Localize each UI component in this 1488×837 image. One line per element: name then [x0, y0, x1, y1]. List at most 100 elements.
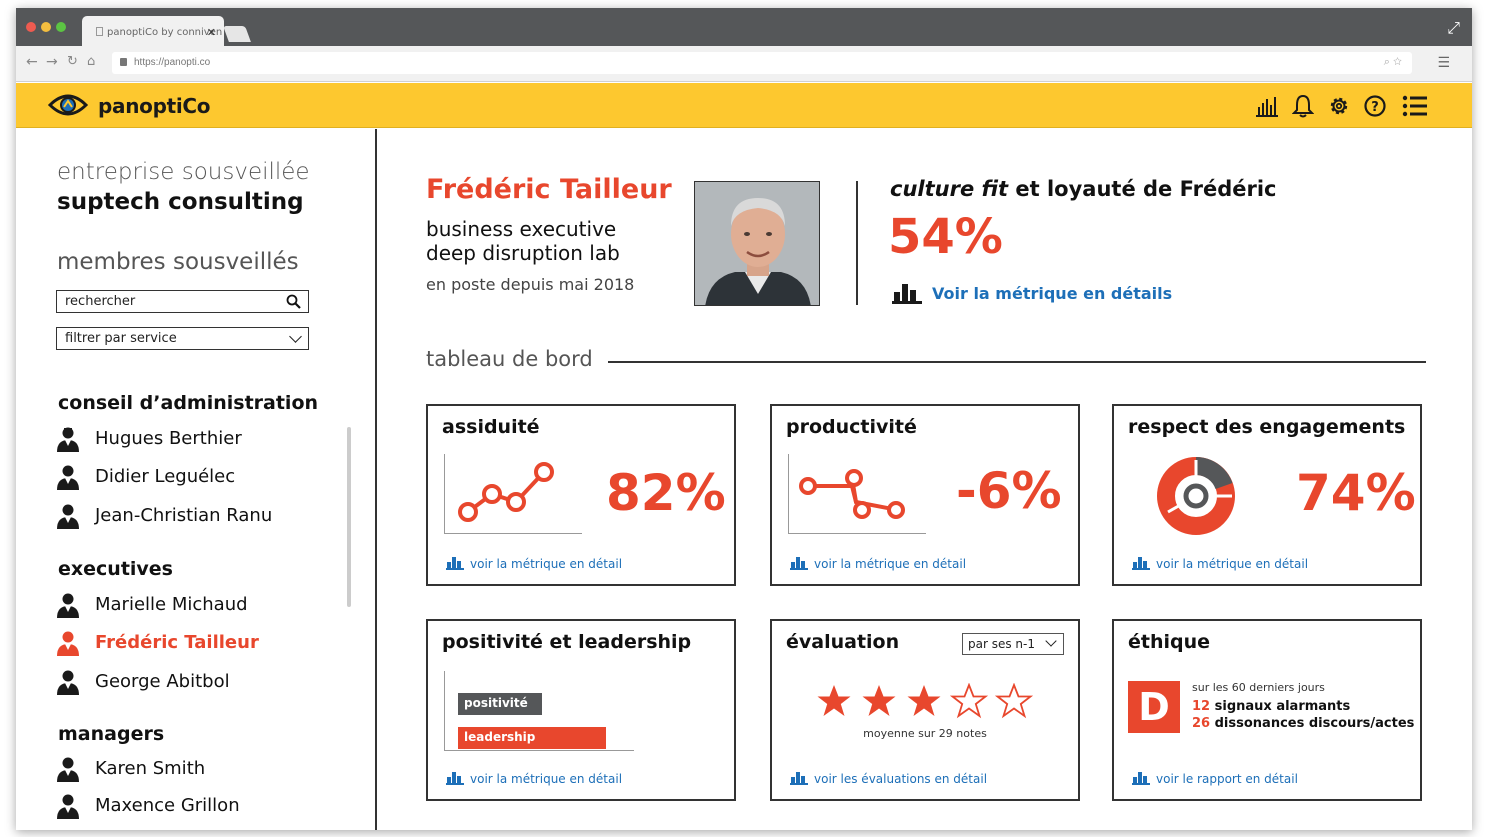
search-input[interactable]: rechercher — [56, 290, 309, 313]
profile-name: Frédéric Tailleur — [426, 174, 672, 205]
bar-chart-icon — [790, 557, 808, 570]
chart-axis — [444, 671, 634, 751]
eye-logo-icon — [48, 94, 88, 116]
person-icon — [57, 794, 79, 819]
profile-role: business executive — [426, 217, 617, 241]
metric-details-link[interactable]: voir la métrique en détail — [790, 556, 966, 573]
browser-menu-icon[interactable]: ☰ — [1437, 55, 1450, 71]
star-empty-icon — [949, 683, 989, 719]
main-content: Frédéric Tailleur business executive dee… — [378, 129, 1472, 830]
browser-tab[interactable]: panoptiCo by conniven ✕ — [82, 16, 224, 46]
app-header: panoptiCo ? — [16, 83, 1472, 128]
search-icon[interactable] — [286, 294, 301, 309]
metric-details-link[interactable]: voir la métrique en détail — [1132, 556, 1308, 573]
bar-chart-icon — [446, 557, 464, 570]
ethics-alarm-signals: 12 signaux alarmants — [1192, 699, 1351, 714]
svg-text:?: ? — [1371, 100, 1379, 115]
card-title: évaluation — [786, 631, 900, 653]
group-title-board: conseil d’administration — [58, 392, 319, 414]
help-icon[interactable]: ? — [1362, 93, 1388, 119]
minimize-window-dot[interactable] — [41, 22, 51, 32]
forward-icon[interactable]: → — [46, 54, 58, 70]
donut-chart-icon — [1157, 457, 1235, 535]
bar-chart-icon — [446, 772, 464, 785]
metric-details-link[interactable]: voir la métrique en détail — [446, 556, 622, 573]
browser-window: panoptiCo by conniven ✕ ⤢ ← → ↻ ⌂ https:… — [16, 8, 1472, 830]
member-name: Marielle Michaud — [95, 594, 248, 615]
person-icon — [57, 631, 79, 656]
dashboard-divider — [608, 361, 1426, 363]
member-name: Jean-Christian Ranu — [95, 505, 273, 526]
bookmark-star-icon[interactable]: ⌕ ☆ — [1383, 56, 1402, 68]
card-positivite-leadership: positivité et leadership positivité lead… — [426, 619, 736, 801]
card-ethique: éthique D sur les 60 derniers jours 12 s… — [1112, 619, 1422, 801]
person-icon — [57, 757, 79, 782]
gear-icon[interactable] — [1326, 93, 1352, 119]
culture-fit-title: culture fit et loyauté de Frédéric — [890, 177, 1277, 201]
line-chart-rising-icon — [458, 462, 554, 522]
list-menu-icon[interactable] — [1402, 93, 1428, 119]
profile-department: deep disruption lab — [426, 241, 620, 265]
card-title: respect des engagements — [1128, 416, 1406, 438]
member-name: Hugues Berthier — [95, 428, 242, 449]
profile-photo — [694, 181, 820, 306]
bar-positivite: positivité — [458, 693, 542, 715]
service-filter-select[interactable]: filtrer par service — [56, 327, 309, 350]
evaluation-subtitle: moyenne sur 29 notes — [863, 727, 987, 740]
fullscreen-icon[interactable]: ⤢ — [1447, 18, 1460, 37]
members-title: membres sousveillés — [57, 249, 299, 275]
bar-chart-icon[interactable] — [1254, 93, 1280, 119]
reload-icon[interactable]: ↻ — [67, 54, 78, 69]
card-title: productivité — [786, 416, 917, 438]
ethics-dissonances: 26 dissonances discours/actes — [1192, 716, 1415, 731]
browser-tabbar: panoptiCo by conniven ✕ ⤢ — [16, 8, 1472, 46]
culture-fit-details-link[interactable]: Voir la métrique en détails — [892, 282, 1172, 308]
brand-name[interactable]: panoptiCo — [98, 94, 211, 118]
evaluation-source-select[interactable]: par ses n-1 — [962, 633, 1064, 655]
url-text: https://panopti.co — [134, 57, 211, 68]
sidebar: entreprise sousveillée suptech consultin… — [16, 129, 377, 830]
card-title: éthique — [1128, 631, 1211, 653]
person-icon — [57, 670, 79, 695]
metric-value: 82% — [606, 464, 726, 522]
member-name: Karen Smith — [95, 758, 206, 779]
new-tab-button[interactable] — [223, 26, 251, 42]
maximize-window-dot[interactable] — [56, 22, 66, 32]
bar-leadership: leadership — [458, 727, 606, 749]
bell-icon[interactable] — [1290, 93, 1316, 119]
browser-toolbar: ← → ↻ ⌂ https://panopti.co ⌕ ☆ ☰ — [16, 46, 1472, 82]
metric-details-link[interactable]: voir la métrique en détail — [446, 771, 622, 788]
address-bar[interactable]: https://panopti.co ⌕ ☆ — [112, 52, 1412, 74]
document-icon — [96, 27, 103, 36]
card-title: assiduité — [442, 416, 540, 438]
ethics-grade-badge: D — [1128, 681, 1180, 733]
metric-value: -6% — [956, 462, 1062, 520]
vertical-divider — [856, 181, 858, 305]
close-tab-icon[interactable]: ✕ — [206, 26, 216, 39]
dashboard-title: tableau de bord — [426, 347, 593, 371]
star-filled-icon — [862, 685, 896, 716]
star-filled-icon — [907, 685, 941, 716]
home-icon[interactable]: ⌂ — [87, 54, 96, 69]
tab-title: panoptiCo by conniven — [107, 27, 223, 38]
evaluations-details-link[interactable]: voir les évaluations en détail — [790, 771, 987, 788]
card-assiduite: assiduité 82% voir la métrique en détail — [426, 404, 736, 586]
close-window-dot[interactable] — [26, 22, 36, 32]
member-name: Didier Leguélec — [95, 466, 236, 487]
lock-icon — [120, 58, 127, 66]
star-filled-icon — [817, 685, 851, 716]
bar-chart-icon — [892, 284, 922, 304]
member-name: Frédéric Tailleur — [95, 632, 259, 653]
service-filter-value: filtrer par service — [65, 331, 177, 346]
metric-value: 74% — [1296, 464, 1416, 522]
chart-axis — [444, 454, 582, 534]
card-productivite: productivité -6% voir la métrique en dét… — [770, 404, 1080, 586]
ethics-report-link[interactable]: voir le rapport en détail — [1132, 771, 1298, 788]
card-title: positivité et leadership — [442, 631, 692, 653]
chevron-down-icon — [1045, 635, 1057, 647]
company-name: suptech consulting — [57, 189, 304, 215]
sidebar-scrollbar[interactable] — [347, 427, 351, 607]
chevron-down-icon — [289, 330, 302, 343]
culture-fit-value: 54% — [888, 209, 1003, 265]
back-icon[interactable]: ← — [26, 54, 38, 70]
